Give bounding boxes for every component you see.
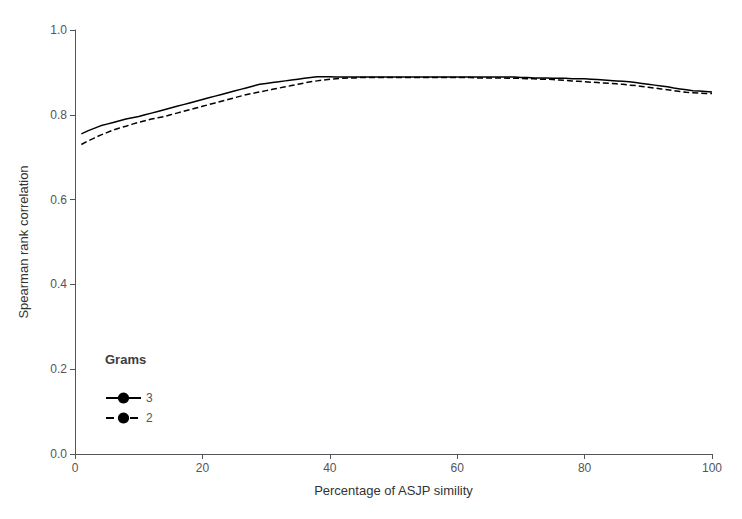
- svg-text:40: 40: [323, 461, 337, 475]
- svg-text:0.8: 0.8: [50, 108, 67, 122]
- svg-text:3: 3: [146, 391, 153, 405]
- svg-text:Grams: Grams: [105, 352, 146, 367]
- svg-text:1.0: 1.0: [50, 23, 67, 37]
- svg-text:0.0: 0.0: [50, 447, 67, 461]
- svg-text:100: 100: [702, 461, 722, 475]
- svg-text:Spearman rank correlation: Spearman rank correlation: [16, 165, 31, 318]
- svg-text:Percentage of ASJP simility: Percentage of ASJP simility: [314, 483, 473, 498]
- svg-text:20: 20: [196, 461, 210, 475]
- svg-text:0: 0: [72, 461, 79, 475]
- svg-text:60: 60: [451, 461, 465, 475]
- svg-text:80: 80: [578, 461, 592, 475]
- svg-text:0.2: 0.2: [50, 362, 67, 376]
- svg-text:0.6: 0.6: [50, 193, 67, 207]
- svg-text:2: 2: [146, 411, 153, 425]
- svg-text:0.4: 0.4: [50, 277, 67, 291]
